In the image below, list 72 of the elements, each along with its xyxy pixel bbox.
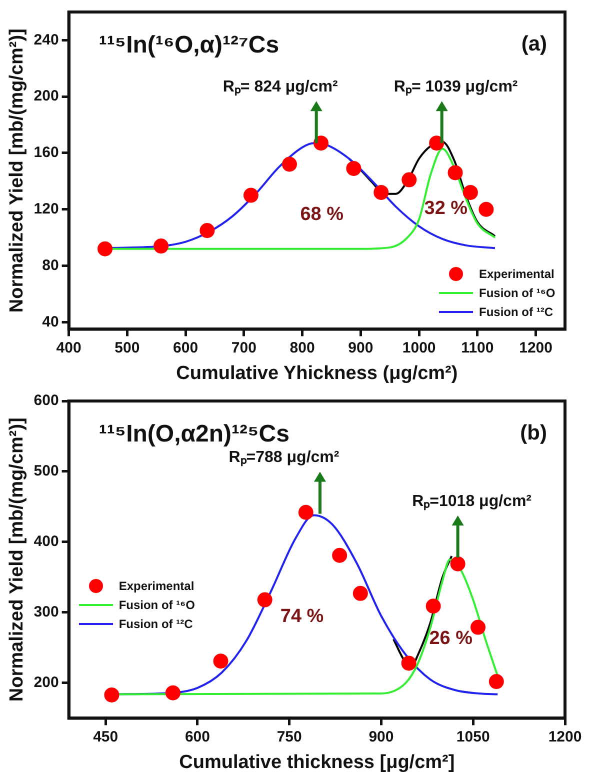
point [429, 136, 444, 151]
x-tick-label: 450 [93, 728, 118, 746]
point [98, 241, 113, 256]
point [282, 156, 297, 172]
y-tick-label: 400 [34, 533, 59, 550]
x-tick-label: 400 [56, 339, 82, 356]
y-tick-label: 160 [34, 144, 59, 162]
point [243, 188, 258, 203]
text: ¹¹⁵In(¹⁶O,α)¹²⁷Cs [98, 32, 280, 59]
y-tick-label: 200 [34, 88, 59, 105]
point [401, 656, 416, 671]
x-tick-label: 1100 [461, 339, 494, 356]
point [332, 548, 348, 563]
point [200, 223, 215, 238]
point [448, 165, 463, 180]
point [374, 184, 389, 200]
point [352, 586, 368, 601]
annotation: 32 % [424, 198, 468, 219]
point [257, 592, 272, 608]
annotation: Rₚ=1018 μg/cm² [412, 492, 532, 511]
legend-label: Experimental [118, 578, 194, 593]
legend-label: Fusion of ¹⁶O [118, 598, 195, 612]
annotation: 68 % [300, 204, 344, 226]
legend-label: Experimental [479, 266, 554, 281]
annotation: 74 % [280, 606, 324, 627]
point [426, 598, 441, 614]
x-tick-label: 900 [368, 728, 394, 746]
point [213, 654, 228, 669]
x-tick-label: 900 [348, 339, 374, 356]
x-axis-title: Cumulative thickness [μg/cm²] [179, 752, 455, 773]
point [488, 674, 504, 690]
point [298, 504, 314, 520]
annotation: (b) [520, 421, 547, 444]
legend-label: Fusion of ¹²C [118, 616, 193, 631]
y-tick-label: 500 [34, 462, 59, 480]
legend-label: Fusion of ¹⁶O [479, 286, 556, 300]
annotation: Rₚ= 1039 μg/cm² [394, 78, 518, 97]
y-tick-label: 80 [42, 256, 59, 274]
annotation: Rₚ= 824 μg/cm² [222, 78, 338, 97]
x-tick-label: 1200 [519, 339, 552, 356]
y-axis-title: Normalized Yield [mb/(mg/cm²)] [6, 28, 28, 313]
x-tick-label: 700 [231, 339, 256, 356]
annotation: 26 % [429, 628, 473, 650]
x-tick-label: 1200 [548, 728, 582, 746]
text: ¹¹⁵In(O,α2n)¹²⁵Cs [98, 420, 290, 448]
y-tick-label: 120 [34, 200, 59, 218]
point [154, 238, 169, 254]
point [104, 687, 120, 702]
x-tick-label: 1000 [402, 339, 436, 356]
x-tick-label: 500 [114, 339, 140, 356]
point [165, 685, 180, 700]
y-tick-label: 200 [34, 674, 59, 692]
point [470, 620, 486, 635]
x-tick-label: 1050 [456, 728, 490, 746]
x-tick-label: 750 [276, 728, 302, 746]
x-tick-label: 600 [173, 339, 198, 356]
y-tick-label: 300 [34, 604, 59, 621]
x-tick-label: 800 [290, 339, 315, 356]
point [346, 160, 362, 176]
legend-label: Fusion of ¹²C [479, 304, 553, 319]
point [478, 202, 494, 217]
point [462, 184, 478, 200]
point [450, 556, 466, 572]
x-tick-label: 600 [184, 728, 210, 746]
y-axis-title: Normalized Yield [mb/(mg/cm²)] [6, 418, 28, 702]
y-tick-label: 600 [34, 392, 59, 410]
y-tick-label: 240 [34, 31, 59, 48]
annotation: Rₚ=788 μg/cm² [228, 449, 340, 468]
x-axis-title: Cumulative Yhickness (μg/cm²) [176, 362, 458, 384]
y-tick-label: 40 [42, 313, 59, 330]
annotation: (a) [521, 32, 547, 56]
point [402, 172, 417, 188]
